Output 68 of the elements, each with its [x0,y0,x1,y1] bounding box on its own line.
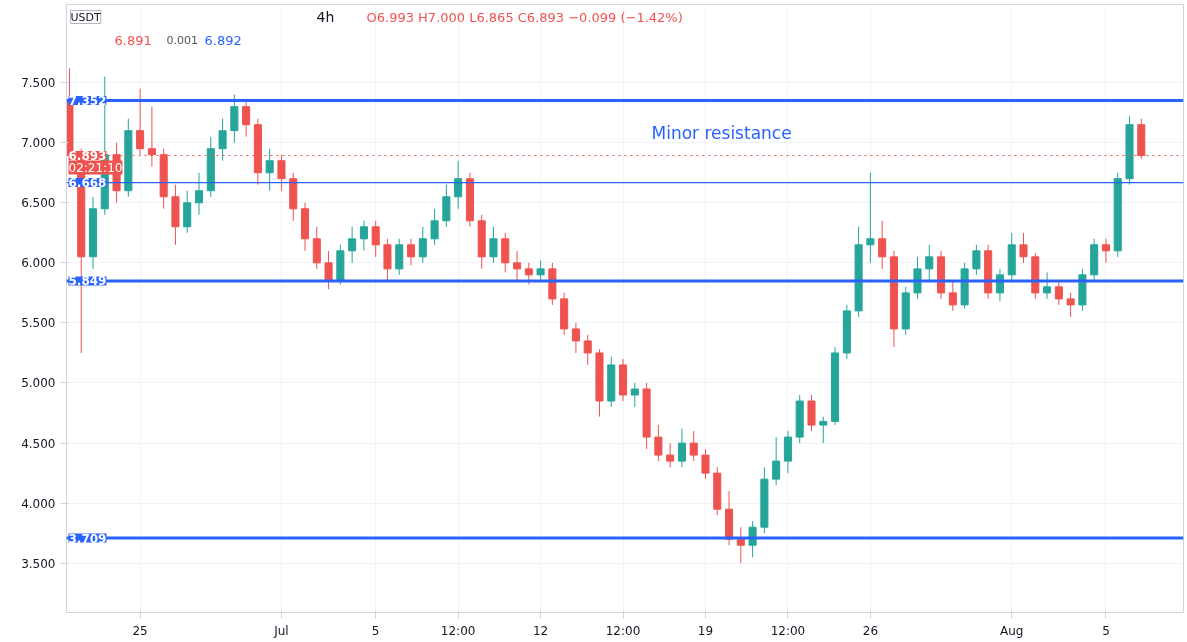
y-tick-label: 4.500 [21,436,56,451]
candlestick [677,428,686,468]
candlestick [524,262,533,285]
annotation: 02:21:10 [68,160,123,175]
ref-line-label: 3.709 [68,531,107,546]
candlestick [513,250,522,282]
candlestick [1101,238,1110,264]
chart-title: 4h [316,8,335,25]
candlestick [772,436,781,486]
candlestick [359,220,368,252]
candlestick [194,172,204,216]
candlestick [925,244,934,282]
y-tick-label: 7.500 [21,76,56,91]
annotation: 6.891 [114,32,152,48]
candlestick [571,322,580,354]
x-tick-label: 19 [697,623,714,638]
y-tick-label: 3.500 [21,556,56,571]
candlestick [654,424,663,462]
annotation: Minor resistance [651,122,792,143]
candlestick [454,160,463,210]
candlestick [948,280,957,312]
candlestick [218,118,227,162]
y-tick-label: 6.500 [21,196,56,211]
annotation: O6.993 H7.000 L6.865 C6.893 −0.099 (−1.42%) [366,9,683,25]
candlestick [819,416,828,444]
x-tick-label: 26 [862,623,879,638]
x-tick-label: 25 [132,623,148,638]
x-tick-label: 12:00 [770,623,806,638]
candlestick [701,448,710,480]
candlestick [583,334,592,366]
candlestick [878,220,887,270]
candlestick [866,172,875,264]
x-tick-label: Jul [273,623,289,638]
y-tick-label: 4.000 [21,496,56,511]
candlestick [1066,292,1075,318]
ref-line-label: 7.352 [68,93,107,108]
y-tick-label: 6.000 [21,256,56,271]
x-tick-label: 12 [532,623,549,638]
candlestick [348,226,357,264]
candlestick [1019,232,1028,264]
candlestick [972,244,981,276]
candlestick [324,250,333,290]
x-tick-label: 12:00 [440,623,476,638]
candlestick [406,238,416,266]
candlestick [430,208,439,246]
candlestick [630,382,639,408]
annotation: USDT [70,10,101,24]
candlestick [371,220,380,258]
x-tick-label: 12:00 [605,623,641,638]
ref-line-label: 6.668 [68,176,107,191]
candlestick [689,430,698,462]
candlestick [1043,271,1052,300]
candlestick [242,100,251,138]
candlestick [265,148,274,192]
x-tick-label: 5 [1102,623,1110,638]
annotation: 0.001 [166,33,198,47]
y-tick-label: 5.000 [21,376,56,391]
annotation: 6.892 [204,32,242,48]
candlestick [489,226,498,264]
y-tick-label: 7.000 [21,136,56,151]
candlestick [1054,280,1063,306]
x-tick-label: Aug [1000,623,1024,638]
y-tick-label: 5.500 [21,316,56,331]
ref-line-label: 5.849 [68,274,107,289]
candlestick [536,259,545,282]
candlestick [418,226,427,264]
x-tick-label: 5 [371,623,380,638]
candlestick [666,442,675,468]
